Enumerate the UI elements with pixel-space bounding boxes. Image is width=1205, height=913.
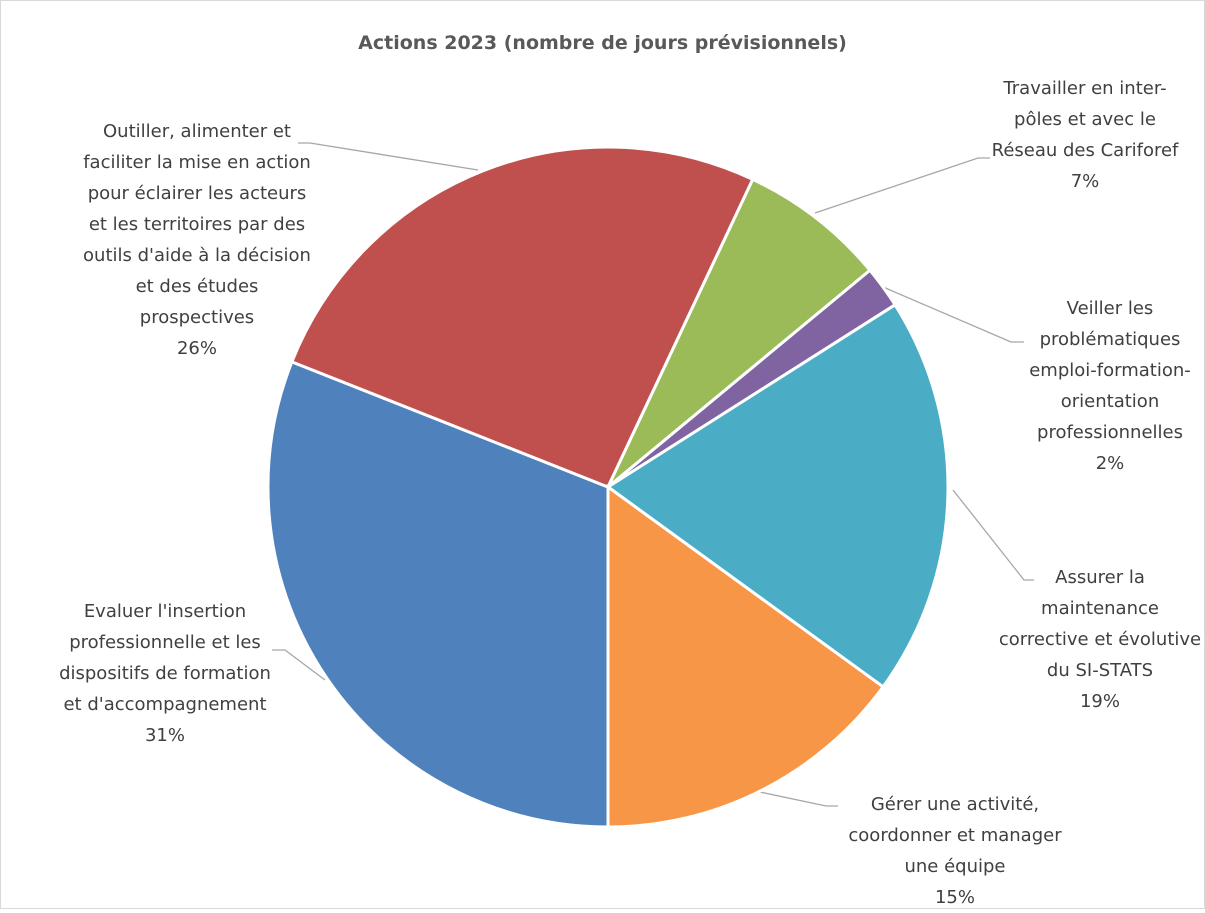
data-label: Travailler en inter-pôles et avec le Rés… (985, 73, 1185, 197)
leader-line (882, 286, 1024, 343)
leader-line (814, 157, 990, 214)
value-label: 26% (176, 338, 217, 359)
data-label: Veiller les problématiques emploi-format… (1020, 293, 1200, 479)
category-label: Gérer une activité, coordonner et manage… (848, 794, 1062, 877)
value-label: 31% (144, 725, 185, 746)
leader-line (272, 649, 326, 681)
pie-slice (605, 302, 950, 689)
category-label: Travailler en inter-pôles et avec le Rés… (991, 78, 1179, 161)
data-label: Outiller, alimenter et faciliter la mise… (77, 116, 317, 364)
value-label: 7% (1070, 171, 1100, 192)
leader-line (740, 787, 838, 807)
category-label: Assurer la maintenance corrective et évo… (998, 567, 1202, 681)
category-label: Veiller les problématiques emploi-format… (1029, 298, 1191, 443)
pie-slice (266, 359, 610, 829)
chart-title: Actions 2023 (nombre de jours prévisionn… (358, 32, 847, 54)
pie-slice (289, 145, 755, 489)
data-label: Assurer la maintenance corrective et évo… (995, 562, 1205, 717)
value-label: 19% (1079, 691, 1120, 712)
category-label: Evaluer l'insertion professionnelle et l… (59, 601, 271, 715)
category-label: Outiller, alimenter et faciliter la mise… (83, 121, 311, 328)
pie-slice (606, 177, 873, 489)
value-label: 15% (934, 887, 975, 908)
leader-line (298, 142, 479, 171)
data-label: Gérer une activité, coordonner et manage… (835, 789, 1075, 913)
leader-line (952, 489, 1034, 581)
data-label: Evaluer l'insertion professionnelle et l… (50, 596, 280, 751)
pie-slice (606, 484, 886, 829)
value-label: 2% (1095, 453, 1125, 474)
